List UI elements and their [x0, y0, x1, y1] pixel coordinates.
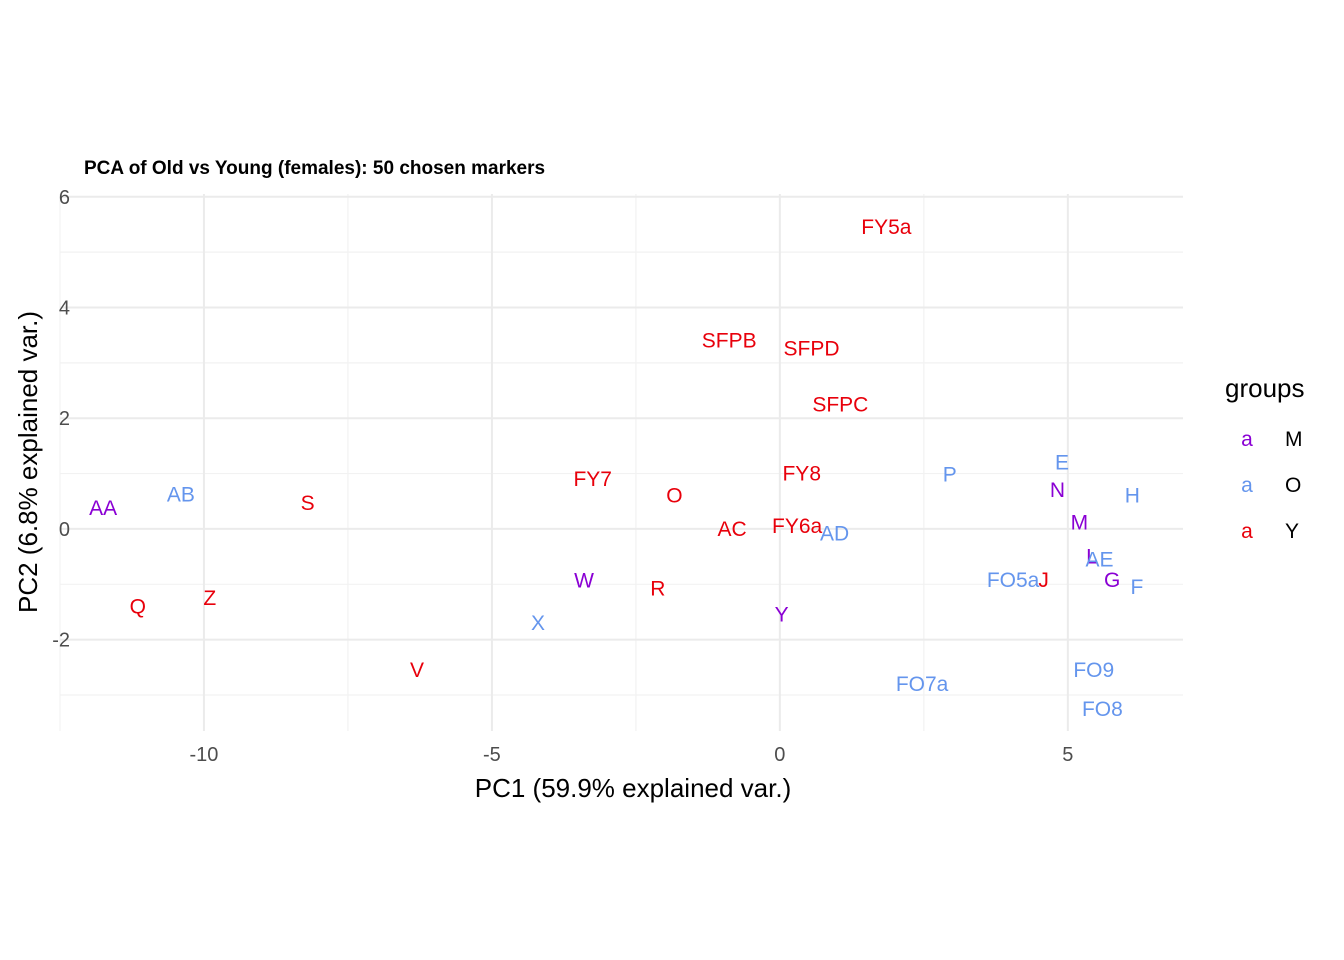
- point-label: S: [301, 492, 315, 515]
- legend-key: a: [1241, 428, 1253, 451]
- y-axis-title: PC2 (6.8% explained var.): [13, 311, 43, 613]
- point-label: FO8: [1082, 698, 1123, 721]
- chart-title: PCA of Old vs Young (females): 50 chosen…: [84, 158, 545, 179]
- point-label: FO5a: [987, 569, 1040, 592]
- point-label: FY8: [782, 463, 821, 486]
- point-label: FY7: [573, 468, 612, 491]
- y-tick-label: 2: [59, 408, 70, 430]
- point-label: FY5a: [861, 216, 912, 239]
- point-label: SFPC: [812, 393, 868, 416]
- point-label: AD: [820, 522, 849, 545]
- point-label: M: [1071, 511, 1089, 534]
- point-label: FO9: [1073, 659, 1114, 682]
- legend-label: M: [1285, 428, 1303, 451]
- point-label: H: [1125, 485, 1140, 508]
- legend-label: O: [1285, 474, 1301, 497]
- point-label: SFPD: [784, 337, 840, 360]
- point-label: Z: [203, 587, 216, 610]
- x-axis-title: PC1 (59.9% explained var.): [475, 773, 792, 803]
- point-label: AB: [167, 484, 195, 507]
- x-tick-label: -5: [483, 744, 501, 766]
- point-label: L: [1086, 546, 1098, 569]
- y-tick-label: 4: [59, 297, 70, 319]
- point-label: Q: [130, 595, 146, 618]
- x-tick-label: 5: [1062, 744, 1073, 766]
- legend-entries: a Ma Oa Y: [1241, 428, 1302, 543]
- point-label: N: [1050, 479, 1065, 502]
- point-label: AC: [717, 518, 746, 541]
- data-point-labels: FY5a SFPB SFPD SFPC FY7 FY8 O S AC FY6a R Z Q V J AA W Y N…: [89, 216, 1143, 721]
- point-label: X: [531, 612, 545, 635]
- point-label: Y: [775, 604, 789, 627]
- y-tick-label: 0: [59, 519, 70, 541]
- point-label: V: [410, 659, 424, 682]
- y-tick-label: 6: [59, 187, 70, 209]
- point-label: P: [943, 464, 957, 487]
- legend: groups a Ma Oa Y: [1225, 373, 1305, 543]
- legend-key: a: [1241, 520, 1253, 543]
- point-label: R: [650, 578, 665, 601]
- point-label: W: [574, 569, 594, 592]
- point-label: O: [666, 485, 682, 508]
- legend-title: groups: [1225, 373, 1305, 403]
- point-label: J: [1038, 569, 1049, 592]
- plot-panel: FY5a SFPB SFPD SFPC FY7 FY8 O S AC FY6a R Z Q V J AA W Y N…: [59, 194, 1183, 731]
- x-tick-label: -10: [190, 744, 219, 766]
- point-label: G: [1104, 569, 1120, 592]
- legend-key: a: [1241, 474, 1253, 497]
- y-axis-ticks: -2 0 2 4 6: [52, 187, 70, 652]
- x-axis-ticks: -10 -5 0 5: [190, 744, 1074, 766]
- major-gridlines: [60, 194, 1183, 731]
- point-label: E: [1055, 452, 1069, 475]
- point-label: AA: [89, 497, 117, 520]
- legend-label: Y: [1285, 520, 1299, 543]
- point-label: FY6a: [772, 515, 823, 538]
- point-label: FO7a: [896, 673, 949, 696]
- point-label: AE: [1085, 548, 1113, 571]
- x-tick-label: 0: [774, 744, 785, 766]
- point-label: F: [1131, 576, 1144, 599]
- minor-gridlines: [59, 194, 1183, 731]
- y-tick-label: -2: [52, 630, 70, 652]
- point-label: SFPB: [702, 330, 757, 353]
